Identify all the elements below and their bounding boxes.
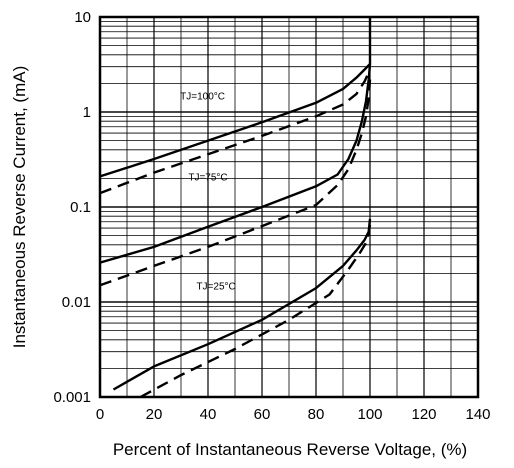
x-tick-label: 0	[96, 406, 104, 423]
y-tick-label: 10	[74, 9, 91, 26]
x-tick-label: 60	[254, 406, 271, 423]
y-tick-label: 0.1	[70, 199, 91, 216]
x-tick-label: 140	[465, 406, 490, 423]
series-line-5	[112, 218, 372, 391]
x-axis-title: Percent of Instantaneous Reverse Voltage…	[113, 440, 467, 459]
x-tick-label: 120	[411, 406, 436, 423]
grid-layer	[99, 16, 479, 398]
x-tick-label: 40	[200, 406, 217, 423]
x-tick-label: 100	[357, 406, 382, 423]
series-line-3	[99, 63, 372, 264]
annotation-label: TJ=75°C	[188, 173, 227, 184]
y-tick-label: 0.001	[53, 389, 91, 406]
series-line-1	[99, 17, 372, 178]
y-axis-title: Instantaneous Reverse Current, (mA)	[10, 66, 29, 349]
y-tick-label: 0.01	[62, 294, 91, 311]
frame-layer	[98, 15, 480, 399]
annotation-label: TJ=25°C	[196, 282, 235, 293]
series-line-6	[139, 224, 372, 399]
series-layer	[99, 17, 372, 399]
x-tick-label: 20	[146, 406, 163, 423]
tick-layer: 0 20 40 60 80 100 120 140 0.001 0.01 0.1 1 10	[53, 9, 490, 423]
anno-layer: TJ=100°C TJ=75°C TJ=25°C	[180, 92, 236, 293]
x-tick-label: 80	[308, 406, 325, 423]
plot-frame	[98, 15, 480, 399]
y-tick-label: 1	[83, 104, 91, 121]
series-line-2	[99, 69, 372, 195]
series-line-4	[99, 79, 372, 287]
annotation-label: TJ=100°C	[180, 92, 225, 103]
